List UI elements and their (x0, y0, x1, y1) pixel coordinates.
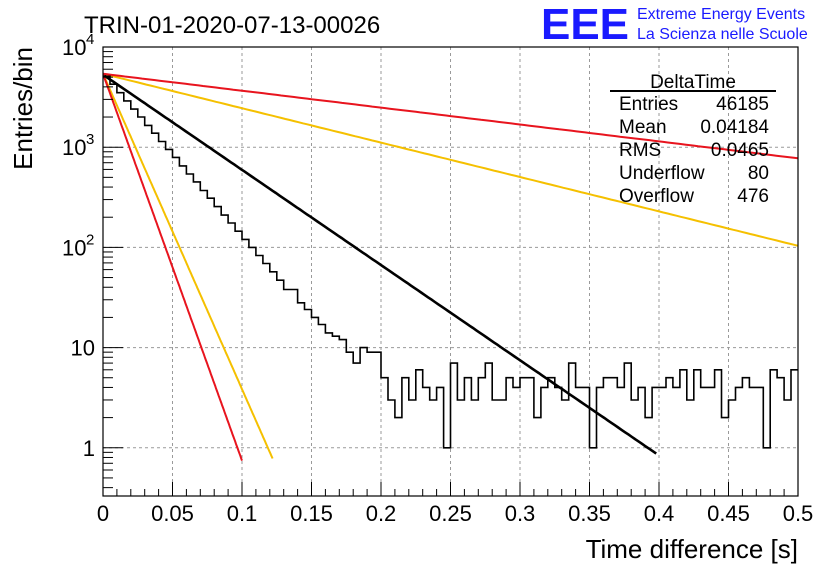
x-tick-label: 0 (97, 501, 109, 526)
x-tick-label: 0.15 (290, 501, 333, 526)
fit-curve-upper-slow (103, 72, 798, 160)
stats-value: 0.0465 (711, 140, 769, 161)
y-tick-label: 10 (62, 35, 86, 60)
stats-value: 46185 (716, 94, 769, 115)
stats-value: 0.04184 (700, 117, 769, 138)
stats-label: Overflow (619, 186, 694, 207)
x-tick-label: 0.3 (505, 501, 536, 526)
logo-line-2: La Scienza nelle Scuole (637, 26, 808, 43)
x-tick-label: 0.1 (227, 501, 258, 526)
x-tick-label: 0.45 (707, 501, 750, 526)
stats-box: DeltaTime Entries 46185 Mean 0.04184 RMS 0.04… (610, 72, 776, 207)
fit-curves (103, 72, 798, 461)
x-tick-labels: 0 0.05 0.1 0.15 0.2 0.25 0.3 0.35 0.4 0.45 0.5 (97, 501, 813, 526)
chart-title: TRIN-01-2020-07-13-00026 (84, 12, 380, 39)
stats-title: DeltaTime (650, 72, 736, 93)
grid-lines (103, 47, 798, 496)
x-axis-title: Time difference [s] (586, 534, 798, 564)
eee-logo: EEE Extreme Energy Events La Scienza nel… (541, 0, 808, 49)
x-tick-label: 0.2 (366, 501, 397, 526)
stats-label: Mean (619, 117, 667, 138)
logo-mark: EEE (541, 0, 629, 49)
stats-label: Entries (619, 94, 678, 115)
x-tick-label: 0.25 (429, 501, 472, 526)
stats-label: RMS (619, 140, 661, 161)
stats-label: Underflow (619, 163, 705, 184)
x-tick-label: 0.05 (151, 501, 194, 526)
fit-curve-upper-fast (103, 73, 243, 461)
y-tick-label: 1 (83, 436, 95, 461)
x-tick-label: 0.4 (644, 501, 675, 526)
fit-curve-lower-slow (103, 72, 798, 247)
y-tick-label-exponent: 3 (86, 131, 94, 148)
stats-value: 476 (737, 186, 769, 207)
y-tick-label: 10 (71, 336, 95, 361)
x-tick-label: 0.5 (783, 501, 814, 526)
x-tick-label: 0.35 (568, 501, 611, 526)
histogram-line (103, 75, 798, 449)
fit-curve-fit (103, 73, 657, 455)
stats-value: 80 (748, 163, 769, 184)
secondary-fit-curves (103, 72, 798, 459)
y-tick-label-exponent: 2 (86, 231, 94, 248)
y-tick-label-exponent: 4 (86, 31, 94, 48)
axis-ticks (102, 46, 799, 496)
fit-curve-lower-fast (103, 73, 274, 459)
y-tick-label: 10 (62, 235, 86, 260)
logo-line-1: Extreme Energy Events (637, 6, 805, 23)
y-axis-title: Entries/bin (8, 47, 38, 170)
y-tick-label: 10 (62, 135, 86, 160)
